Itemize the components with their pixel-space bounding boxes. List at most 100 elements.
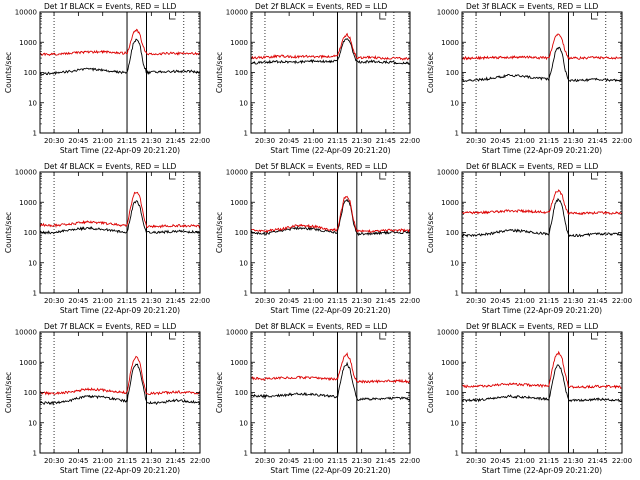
y-tick-label: 1 [244, 290, 248, 298]
x-axis-label: Start Time (22-Apr-09 20:21:20) [60, 146, 180, 155]
x-tick-label: 21:00 [515, 137, 535, 145]
y-tick-label: 10000 [15, 329, 37, 337]
chart-panel-3: Det 3f BLACK = Events, RED = LLD Counts/s… [426, 2, 632, 155]
x-tick-label: 21:30 [563, 137, 583, 145]
x-tick-label: 20:45 [68, 137, 88, 145]
y-tick-label: 1000 [441, 199, 459, 207]
events-series-line [39, 200, 201, 235]
chart-title: Det 8f BLACK = Events, RED = LLD [255, 322, 388, 331]
interval-bracket-mark [169, 13, 176, 20]
y-axis-label: Counts/sec [426, 52, 435, 93]
y-axis-label: Counts/sec [426, 212, 435, 253]
x-tick-label: 21:00 [303, 457, 323, 465]
events-series-line [39, 38, 201, 76]
x-tick-label: 21:15 [327, 137, 347, 145]
x-tick-label: 22:00 [612, 137, 632, 145]
interval-bracket-mark [169, 173, 176, 180]
x-axis-label: Start Time (22-Apr-09 20:21:20) [482, 306, 602, 315]
plot-frame [250, 11, 411, 134]
x-tick-label: 21:00 [93, 137, 113, 145]
x-tick-label: 20:45 [490, 457, 510, 465]
y-tick-label: 10000 [226, 169, 248, 177]
plot-frame [461, 331, 623, 454]
y-tick-label: 100 [446, 229, 459, 237]
interval-bracket-mark [379, 333, 386, 340]
y-tick-label: 100 [446, 389, 459, 397]
y-tick-label: 1 [33, 290, 37, 298]
y-tick-label: 1000 [441, 359, 459, 367]
x-tick-label: 20:45 [68, 297, 88, 305]
x-tick-label: 21:45 [166, 297, 186, 305]
x-tick-label: 22:00 [612, 457, 632, 465]
interval-bracket-mark [379, 173, 386, 180]
x-tick-label: 21:30 [352, 457, 372, 465]
y-tick-label: 1000 [230, 199, 248, 207]
interval-bracket-mark [591, 13, 598, 20]
x-tick-label: 21:15 [539, 457, 559, 465]
x-tick-label: 21:30 [141, 457, 161, 465]
lld-series-line [250, 32, 411, 61]
y-tick-label: 100 [446, 69, 459, 77]
x-axis-label: Start Time (22-Apr-09 20:21:20) [270, 146, 390, 155]
interval-bracket-mark [169, 333, 176, 340]
x-tick-label: 21:00 [93, 297, 113, 305]
y-axis-label: Counts/sec [4, 212, 13, 253]
x-axis-label: Start Time (22-Apr-09 20:21:20) [270, 466, 390, 475]
x-tick-label: 22:00 [190, 297, 210, 305]
x-tick-label: 20:45 [279, 297, 299, 305]
plot-frame [461, 171, 623, 294]
x-tick-label: 21:45 [588, 297, 608, 305]
x-tick-label: 21:00 [303, 137, 323, 145]
y-tick-label: 100 [24, 69, 37, 77]
x-tick-label: 20:30 [44, 297, 64, 305]
chart-title: Det 1f BLACK = Events, RED = LLD [44, 2, 177, 11]
x-tick-label: 22:00 [612, 297, 632, 305]
y-tick-label: 100 [235, 389, 248, 397]
chart-title: Det 4f BLACK = Events, RED = LLD [44, 162, 177, 171]
x-tick-label: 21:45 [376, 457, 396, 465]
y-tick-label: 100 [235, 69, 248, 77]
y-tick-label: 10 [28, 99, 37, 107]
x-tick-label: 20:30 [466, 297, 486, 305]
y-tick-label: 1 [455, 290, 459, 298]
x-tick-label: 21:30 [352, 297, 372, 305]
y-tick-label: 1000 [230, 359, 248, 367]
events-series-line [461, 46, 623, 83]
x-axis-label: Start Time (22-Apr-09 20:21:20) [270, 306, 390, 315]
lld-series-line [39, 355, 201, 396]
y-tick-label: 1000 [441, 39, 459, 47]
y-tick-label: 1 [455, 450, 459, 458]
x-tick-label: 21:15 [327, 457, 347, 465]
events-series-line [461, 197, 623, 238]
x-tick-label: 21:45 [588, 457, 608, 465]
y-tick-label: 1 [244, 450, 248, 458]
x-tick-label: 21:45 [376, 297, 396, 305]
chart-title: Det 2f BLACK = Events, RED = LLD [255, 2, 388, 11]
x-tick-label: 21:15 [539, 137, 559, 145]
y-tick-label: 1 [455, 130, 459, 138]
y-axis-label: Counts/sec [426, 372, 435, 413]
x-tick-label: 22:00 [400, 457, 420, 465]
x-tick-label: 20:45 [490, 297, 510, 305]
x-tick-label: 20:45 [490, 137, 510, 145]
x-tick-label: 21:30 [563, 457, 583, 465]
x-tick-label: 21:00 [93, 457, 113, 465]
y-tick-label: 10000 [15, 169, 37, 177]
chart-title: Det 5f BLACK = Events, RED = LLD [255, 162, 388, 171]
x-tick-label: 20:30 [44, 457, 64, 465]
x-tick-label: 21:15 [117, 457, 137, 465]
y-axis-label: Counts/sec [215, 212, 224, 253]
lld-series-line [250, 195, 411, 234]
interval-bracket-mark [591, 333, 598, 340]
y-tick-label: 10 [239, 419, 248, 427]
y-tick-label: 10000 [437, 329, 459, 337]
chart-panel-6: Det 6f BLACK = Events, RED = LLD Counts/s… [426, 162, 632, 315]
y-axis-label: Counts/sec [4, 372, 13, 413]
x-tick-label: 22:00 [190, 137, 210, 145]
y-tick-label: 100 [24, 229, 37, 237]
x-tick-label: 21:30 [141, 297, 161, 305]
y-tick-label: 10000 [226, 329, 248, 337]
x-tick-label: 20:30 [255, 297, 275, 305]
x-tick-label: 21:15 [117, 297, 137, 305]
